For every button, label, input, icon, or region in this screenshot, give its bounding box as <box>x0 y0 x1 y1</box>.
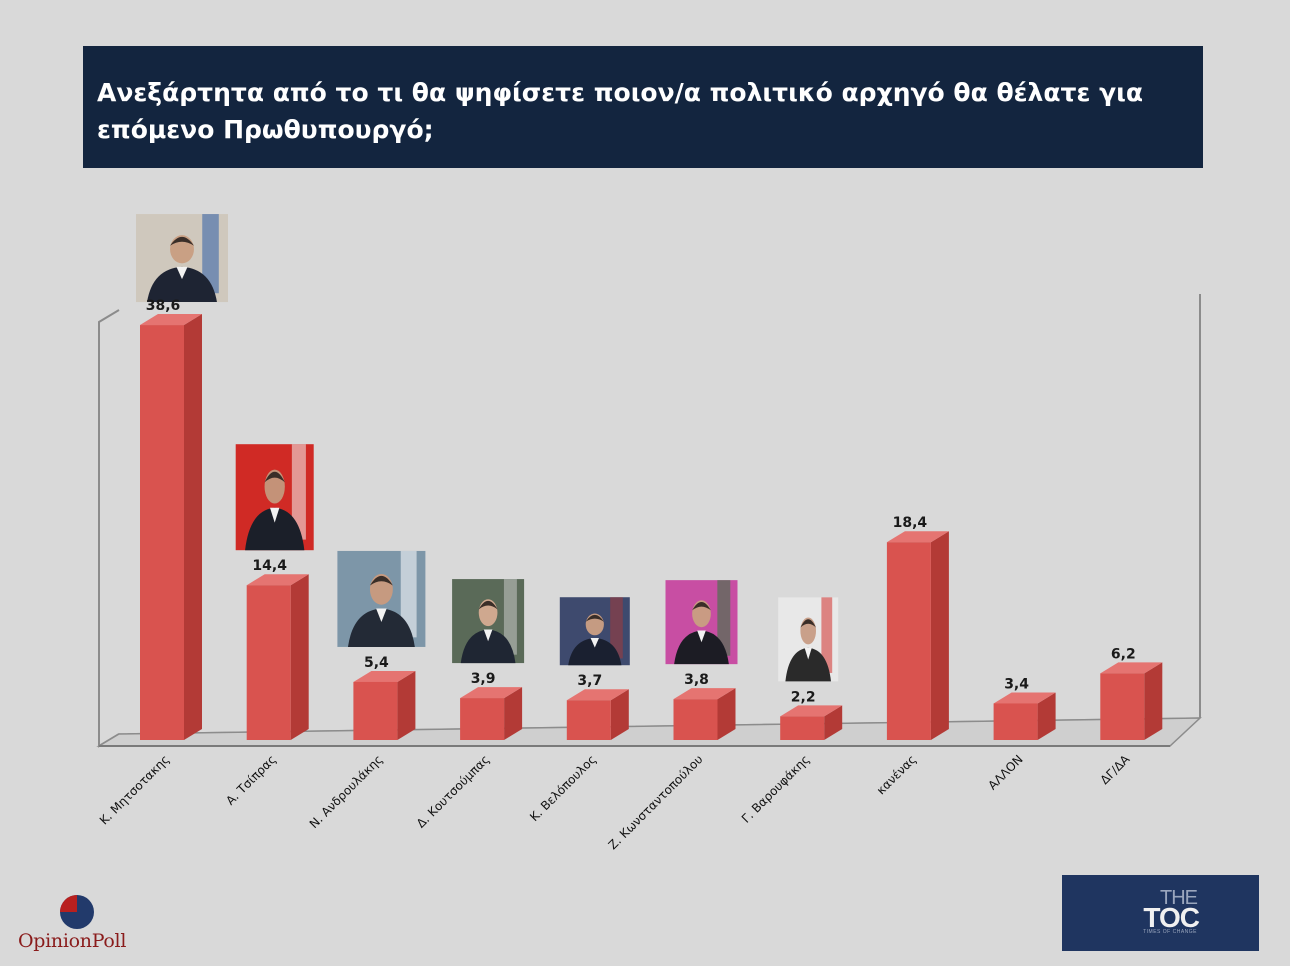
bar-front <box>246 585 291 740</box>
leader-photo <box>337 550 426 647</box>
thetoc-logo: THE TOC TIMES OF CHANGE <box>1062 875 1259 951</box>
leader-photo <box>136 214 228 303</box>
category-label: Δ. Κουτσούμπας <box>414 752 492 830</box>
bar-side <box>824 705 843 740</box>
bar-side <box>290 574 309 740</box>
thetoc-logo-main: TOC <box>1143 902 1200 933</box>
category-label: Γ. Βαρουφάκης <box>739 752 812 825</box>
bar-front <box>886 542 931 740</box>
data-label: 3,7 <box>577 673 602 689</box>
bar-top <box>353 670 416 682</box>
category-label: Ν. Ανδρουλάκης <box>307 752 386 831</box>
thetoc-logo-sub: TIMES OF CHANGE <box>1143 929 1197 935</box>
leader-photo <box>778 597 839 682</box>
category-label: κανένας <box>874 752 919 797</box>
data-label: 5,4 <box>364 655 389 671</box>
bar-side <box>504 687 523 740</box>
bar-side <box>610 689 629 740</box>
category-label: Ζ. Κωνσταντοπούλου <box>606 752 706 852</box>
category-label: Α. Τσίπρας <box>223 752 279 808</box>
data-label: 18,4 <box>893 515 928 531</box>
bar-5 <box>566 689 629 740</box>
data-label: 38,6 <box>146 298 181 314</box>
bar-top <box>886 531 949 543</box>
bar-1 <box>140 314 202 740</box>
opinionpoll-logo: OpinionPoll <box>18 892 148 954</box>
data-label: 6,2 <box>1111 646 1136 662</box>
leader-photo <box>665 580 738 665</box>
leader-photo <box>452 579 525 664</box>
bar-side <box>184 314 202 740</box>
bar-6 <box>673 688 736 740</box>
bar-top <box>246 574 309 586</box>
opinionpoll-circle-icon <box>60 895 94 929</box>
data-label: 3,8 <box>684 672 709 688</box>
bar-side <box>1037 692 1056 740</box>
bar-top <box>1100 662 1163 674</box>
bar-side <box>717 688 736 740</box>
bar-top <box>780 705 843 717</box>
bar-front <box>566 700 611 740</box>
chart-title: Ανεξάρτητα από το τι θα ψηφίσετε ποιον/α… <box>97 78 1144 144</box>
bar-side <box>1144 662 1163 740</box>
bar-front <box>993 703 1038 740</box>
bar-side <box>930 531 949 740</box>
data-label: 3,4 <box>1004 676 1029 692</box>
data-label: 2,2 <box>791 689 816 705</box>
bar-8 <box>886 531 949 740</box>
bar-top <box>566 689 629 701</box>
data-label: 3,9 <box>471 671 496 687</box>
bar-9 <box>993 692 1056 740</box>
opinionpoll-logo-text: OpinionPoll <box>18 930 127 952</box>
category-label: Κ. Βελόπουλος <box>527 752 599 824</box>
title-banner: Ανεξάρτητα από το τι θα ψηφίσετε ποιον/α… <box>83 46 1203 168</box>
bar-top <box>140 314 202 326</box>
data-label: 14,4 <box>252 558 287 574</box>
bar-4 <box>460 687 523 740</box>
bar-front <box>673 699 718 740</box>
bar-front <box>460 698 505 740</box>
category-label: Κ. Μητσοτακης <box>97 752 172 827</box>
bar-top <box>460 687 523 699</box>
bar-3 <box>353 670 416 740</box>
leader-photo <box>235 444 314 551</box>
bar-10 <box>1100 662 1163 740</box>
bar-2 <box>246 574 309 740</box>
bar-top <box>673 688 736 700</box>
chart-frame-left <box>98 309 120 748</box>
bar-7 <box>780 705 843 740</box>
bar-front <box>1100 673 1145 740</box>
bar-side <box>397 670 416 740</box>
bar-top <box>993 692 1056 704</box>
category-label: ΑΛΛΟΝ <box>985 752 1025 792</box>
bar-front <box>140 325 184 740</box>
thetoc-logo-the: THE <box>1160 887 1198 909</box>
bar-front <box>353 681 398 740</box>
category-label: ΔΓ/ΔΑ <box>1098 752 1133 787</box>
leader-photo <box>559 597 630 666</box>
bar-front <box>780 716 825 740</box>
